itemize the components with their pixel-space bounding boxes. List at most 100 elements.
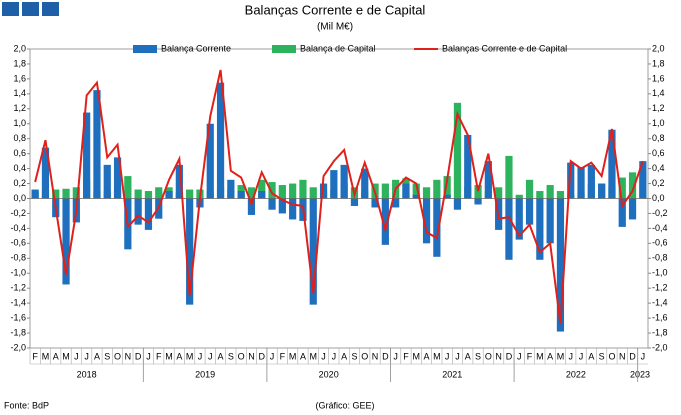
y2-tick-label: -0,2: [652, 208, 668, 218]
y-tick-label: -0,6: [10, 238, 26, 248]
bar: [443, 176, 451, 199]
y-tick-label: -1,8: [10, 327, 26, 337]
x-tick-label: A: [53, 351, 59, 361]
y-tick-label: 1,2: [13, 103, 26, 113]
bar: [587, 164, 595, 199]
bar: [628, 198, 637, 220]
bar: [134, 198, 142, 225]
x-tick-label: A: [341, 351, 347, 361]
bar: [618, 177, 626, 199]
x-tick-label: J: [579, 351, 584, 361]
bar: [216, 82, 225, 199]
year-label: 2022: [566, 369, 586, 379]
chart-title: Balanças Corrente e de Capital: [245, 2, 426, 17]
x-tick-label: D: [629, 351, 636, 361]
x-tick-label: J: [569, 351, 574, 361]
y2-tick-label: -0,6: [652, 238, 668, 248]
bar: [433, 179, 441, 199]
bar: [433, 198, 441, 257]
legend-swatch: [133, 45, 157, 53]
bar: [309, 187, 317, 199]
x-tick-label: M: [557, 351, 565, 361]
legend-label: Balança de Capital: [300, 43, 376, 53]
bar: [144, 198, 153, 230]
x-tick-label: J: [517, 351, 522, 361]
bar: [598, 183, 606, 199]
y2-tick-label: 1,6: [652, 73, 665, 83]
y-tick-label: 0,8: [13, 133, 26, 143]
y-tick-label: 0,2: [13, 178, 26, 188]
x-tick-label: F: [280, 351, 286, 361]
x-tick-label: M: [186, 351, 194, 361]
year-label: 2020: [319, 369, 339, 379]
bar: [330, 170, 338, 199]
bar: [31, 189, 39, 199]
bar: [556, 198, 565, 332]
x-tick-label: M: [433, 351, 441, 361]
y-tick-label: -1,2: [10, 283, 26, 293]
x-tick-label: S: [599, 351, 605, 361]
bar: [299, 179, 307, 199]
year-label: 2023: [630, 369, 650, 379]
bar: [62, 188, 70, 199]
x-tick-label: J: [208, 351, 213, 361]
legend-label: Balanças Corrente e de Capital: [442, 43, 567, 53]
y2-tick-label: -1,2: [652, 283, 668, 293]
bar: [464, 134, 472, 199]
x-tick-label: N: [125, 351, 132, 361]
bar: [546, 198, 554, 244]
y2-tick-label: 0,6: [652, 148, 665, 158]
x-tick-label: A: [465, 351, 471, 361]
bar: [402, 183, 410, 199]
legend-label: Balança Corrente: [161, 43, 231, 53]
bar: [268, 182, 276, 199]
y-tick-label: 0,0: [13, 193, 26, 203]
y2-tick-label: 0,0: [652, 193, 665, 203]
x-tick-label: S: [104, 351, 110, 361]
y2-tick-label: 1,8: [652, 58, 665, 68]
y-tick-label: -1,0: [10, 268, 26, 278]
x-tick-label: J: [393, 351, 398, 361]
x-tick-label: S: [228, 351, 234, 361]
x-tick-label: J: [455, 351, 460, 361]
y-tick-label: -1,6: [10, 312, 26, 322]
bar: [495, 187, 503, 199]
y2-tick-label: 0,4: [652, 163, 665, 173]
y2-tick-label: 1,2: [652, 103, 665, 113]
x-tick-label: A: [424, 351, 430, 361]
bar: [144, 191, 153, 199]
year-label: 2018: [77, 369, 97, 379]
bar: [258, 191, 266, 199]
x-tick-label: J: [146, 351, 151, 361]
x-tick-label: J: [332, 351, 337, 361]
bar: [381, 198, 389, 245]
x-tick-label: N: [619, 351, 626, 361]
y2-tick-label: -0,4: [652, 223, 668, 233]
y2-tick-label: 2,0: [652, 43, 665, 53]
bar: [567, 162, 575, 199]
bar: [628, 172, 637, 199]
source: Fonte: BdP: [4, 400, 49, 410]
x-tick-label: N: [372, 351, 379, 361]
y-tick-label: -2,0: [10, 342, 26, 352]
bar: [319, 183, 328, 199]
x-tick-label: J: [641, 351, 646, 361]
x-tick-label: M: [310, 351, 318, 361]
line: [34, 69, 644, 325]
bar: [577, 167, 585, 199]
x-tick-label: F: [527, 351, 533, 361]
bar: [124, 176, 132, 199]
y2-tick-label: 1,4: [652, 88, 665, 98]
credit: (Gráfico: GEE): [315, 400, 374, 410]
bar: [227, 179, 235, 199]
bar: [175, 164, 183, 199]
x-tick-label: M: [289, 351, 297, 361]
bar: [371, 198, 379, 208]
bar: [525, 198, 534, 225]
bar: [505, 198, 513, 260]
bar: [422, 198, 431, 244]
y-tick-label: -0,8: [10, 253, 26, 263]
x-tick-label: J: [84, 351, 89, 361]
y-tick-label: 2,0: [13, 43, 26, 53]
